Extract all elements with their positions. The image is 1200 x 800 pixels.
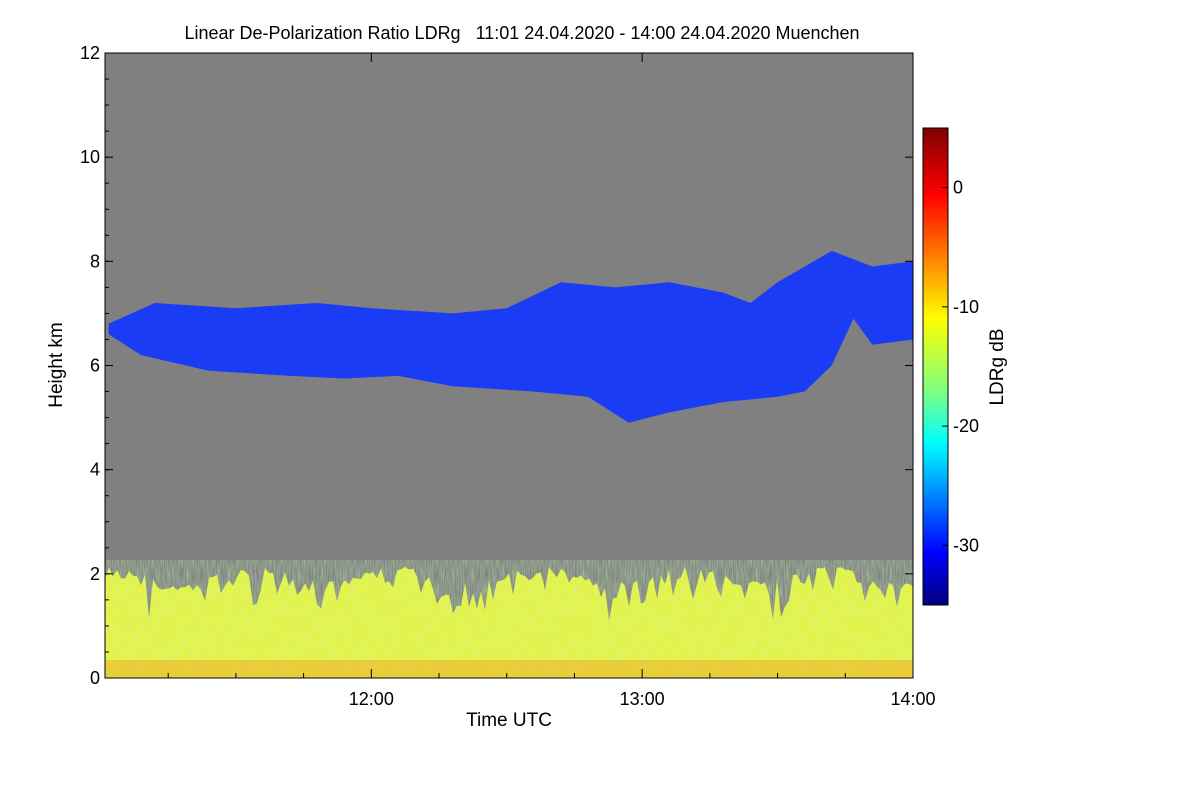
x-tick-label: 14:00	[890, 689, 935, 709]
x-tick-label: 13:00	[620, 689, 665, 709]
data-layer	[105, 250, 913, 678]
y-axis: 0 2 4 6 8 10 12	[80, 43, 913, 688]
cloud-layer-region	[108, 250, 913, 423]
boundary-layer-surface	[105, 660, 913, 678]
y-axis-label: Height km	[46, 322, 67, 408]
y-tick-label: 10	[80, 147, 100, 167]
y-tick-label: 2	[90, 564, 100, 584]
colorbar-tick-label: -10	[953, 297, 979, 317]
chart-title: Linear De-Polarization Ratio LDRg 11:01 …	[184, 23, 859, 43]
x-axis-label: Time UTC	[466, 710, 552, 731]
x-axis: 12:00 13:00 14:00	[167, 53, 936, 709]
colorbar-tick-label: 0	[953, 178, 963, 198]
y-tick-label: 4	[90, 460, 100, 480]
boundary-layer-texture	[105, 560, 913, 678]
x-tick-label: 12:00	[349, 689, 394, 709]
y-tick-label: 8	[90, 251, 100, 271]
colorbar-tick-label: -30	[953, 535, 979, 555]
y-tick-label: 0	[90, 668, 100, 688]
colorbar-tick-label: -20	[953, 416, 979, 436]
colorbar	[922, 127, 949, 606]
colorbar-label: LDRg dB	[987, 328, 1008, 405]
colorbar-ticks: 0 -10 -20 -30	[942, 178, 979, 555]
y-tick-label: 6	[90, 356, 100, 376]
y-tick-label: 12	[80, 43, 100, 63]
